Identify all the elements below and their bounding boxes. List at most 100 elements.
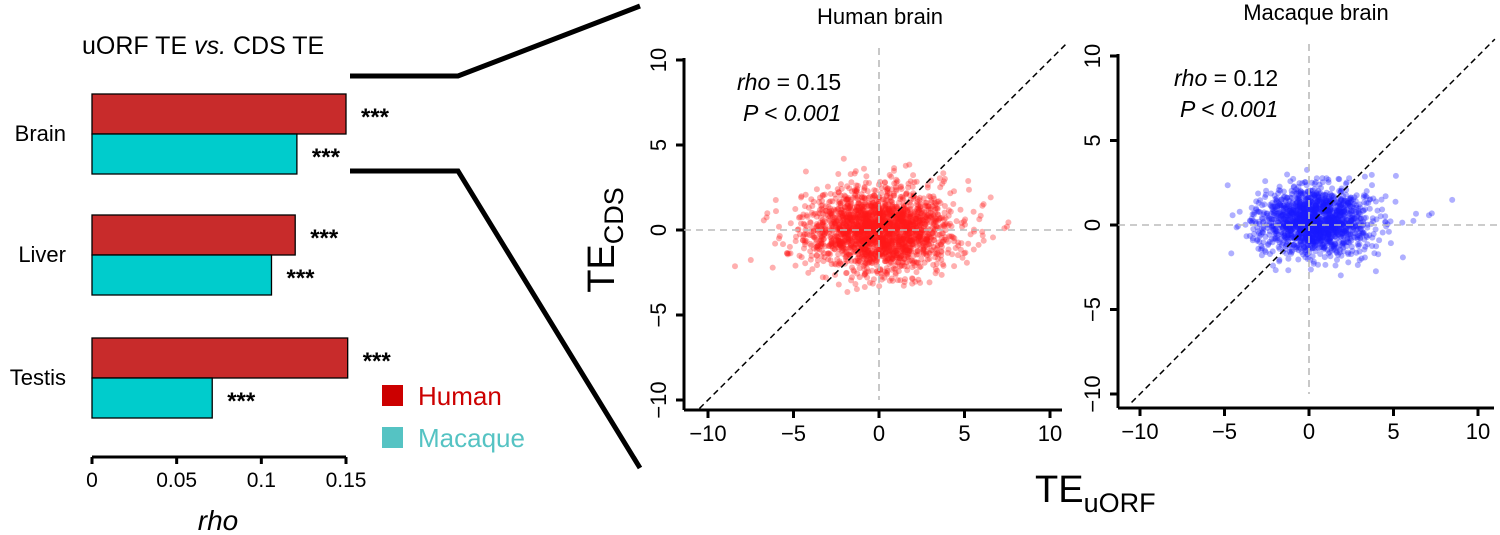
scatter-point xyxy=(855,200,862,207)
scatter-point xyxy=(839,212,846,219)
scatter-point xyxy=(817,219,824,226)
scatter-point xyxy=(870,226,877,233)
scatter-point xyxy=(776,235,782,242)
scatter-point xyxy=(838,185,845,192)
scatter-point xyxy=(868,250,874,257)
scatter-point xyxy=(1354,232,1361,239)
scatter-point xyxy=(1371,250,1378,257)
scatter-point xyxy=(913,259,920,266)
scatter-point xyxy=(886,243,893,250)
scatter-point xyxy=(854,186,861,193)
scatter-point xyxy=(823,227,830,234)
macaque-scatter-title: Macaque brain xyxy=(1243,0,1389,25)
scatter-point xyxy=(898,253,905,260)
scatter-point xyxy=(917,263,924,270)
scatter-point xyxy=(880,240,887,247)
scatter-point xyxy=(859,194,865,201)
scatter-point xyxy=(835,189,842,196)
scatter-point xyxy=(930,212,937,219)
scatter-point xyxy=(1254,237,1261,244)
scatter-point xyxy=(890,207,897,214)
scatter-point xyxy=(934,231,941,238)
scatter-point xyxy=(979,202,986,209)
scatter-point xyxy=(912,216,919,223)
scatter-point xyxy=(864,210,871,217)
scatter-point xyxy=(893,223,900,230)
scatter-point xyxy=(878,237,885,244)
scatter-point xyxy=(846,205,853,212)
scatter-point xyxy=(940,230,946,237)
scatter-point xyxy=(1291,183,1297,190)
scatter-point xyxy=(840,223,847,230)
scatter-point xyxy=(1343,179,1350,186)
scatter-point xyxy=(936,175,943,182)
scatter-point xyxy=(919,233,926,240)
scatter-point xyxy=(884,185,891,192)
scatter-point xyxy=(872,222,879,229)
scatter-point xyxy=(859,206,866,213)
zoom-connector-bottom xyxy=(350,168,643,470)
scatter-point xyxy=(1262,178,1269,185)
scatter-point xyxy=(813,224,820,231)
scatter-point xyxy=(1376,237,1383,244)
scatter-point xyxy=(893,204,900,211)
scatter-point xyxy=(891,210,898,217)
scatter-point xyxy=(816,231,823,238)
scatter-point xyxy=(858,251,865,258)
scatter-point xyxy=(1276,256,1283,263)
scatter-point xyxy=(916,241,922,248)
scatter-point xyxy=(881,258,888,265)
scatter-point xyxy=(937,184,944,191)
scatter-point xyxy=(829,214,836,220)
scatter-point xyxy=(896,235,903,242)
scatter-point xyxy=(913,211,920,218)
scatter-point xyxy=(1236,208,1243,215)
scatter-point xyxy=(899,236,906,243)
scatter-point xyxy=(886,239,892,246)
scatter-point xyxy=(854,228,861,235)
scatter-point xyxy=(852,208,858,215)
scatter-point xyxy=(905,180,912,187)
scatter-point xyxy=(916,206,923,213)
scatter-point xyxy=(851,244,858,251)
scatter-point xyxy=(861,284,868,290)
scatter-point xyxy=(1361,246,1368,253)
scatter-point xyxy=(798,220,804,227)
scatter-point xyxy=(829,198,836,205)
scatter-point xyxy=(882,233,889,240)
scatter-point xyxy=(1378,196,1385,203)
scatter-point xyxy=(926,249,933,256)
scatter-point xyxy=(1224,182,1231,189)
scatter-point xyxy=(853,286,860,293)
scatter-point xyxy=(819,233,826,240)
bar-chart-panel: uORF TE vs. CDS TE Brain *** *** Liver *** **… xyxy=(10,3,643,535)
scatter-point xyxy=(838,231,845,238)
scatter-point xyxy=(1296,205,1302,212)
scatter-point xyxy=(861,270,868,277)
scatter-point xyxy=(975,241,982,248)
scatter-point xyxy=(887,209,894,216)
scatter-point xyxy=(895,219,902,226)
scatter-point xyxy=(884,270,890,276)
scatter-point xyxy=(910,222,917,229)
scatter-point xyxy=(889,205,895,212)
scatter-point xyxy=(1338,185,1345,192)
scatter-point xyxy=(851,244,858,251)
scatter-point xyxy=(890,192,897,199)
scatter-point xyxy=(918,256,925,263)
scatter-point xyxy=(872,219,879,226)
scatter-point xyxy=(838,206,844,213)
scatter-point xyxy=(881,204,888,211)
scatter-point xyxy=(858,203,865,210)
scatter-point xyxy=(870,226,877,233)
scatter-point xyxy=(892,266,899,273)
scatter-point xyxy=(909,218,916,225)
scatter-point xyxy=(907,178,914,185)
scatter-point xyxy=(898,244,905,251)
scatter-point xyxy=(802,203,808,210)
scatter-point xyxy=(856,230,863,237)
scatter-point xyxy=(945,212,952,219)
scatter-point xyxy=(916,194,923,201)
scatter-point xyxy=(912,232,919,239)
scatter-point xyxy=(889,201,895,208)
